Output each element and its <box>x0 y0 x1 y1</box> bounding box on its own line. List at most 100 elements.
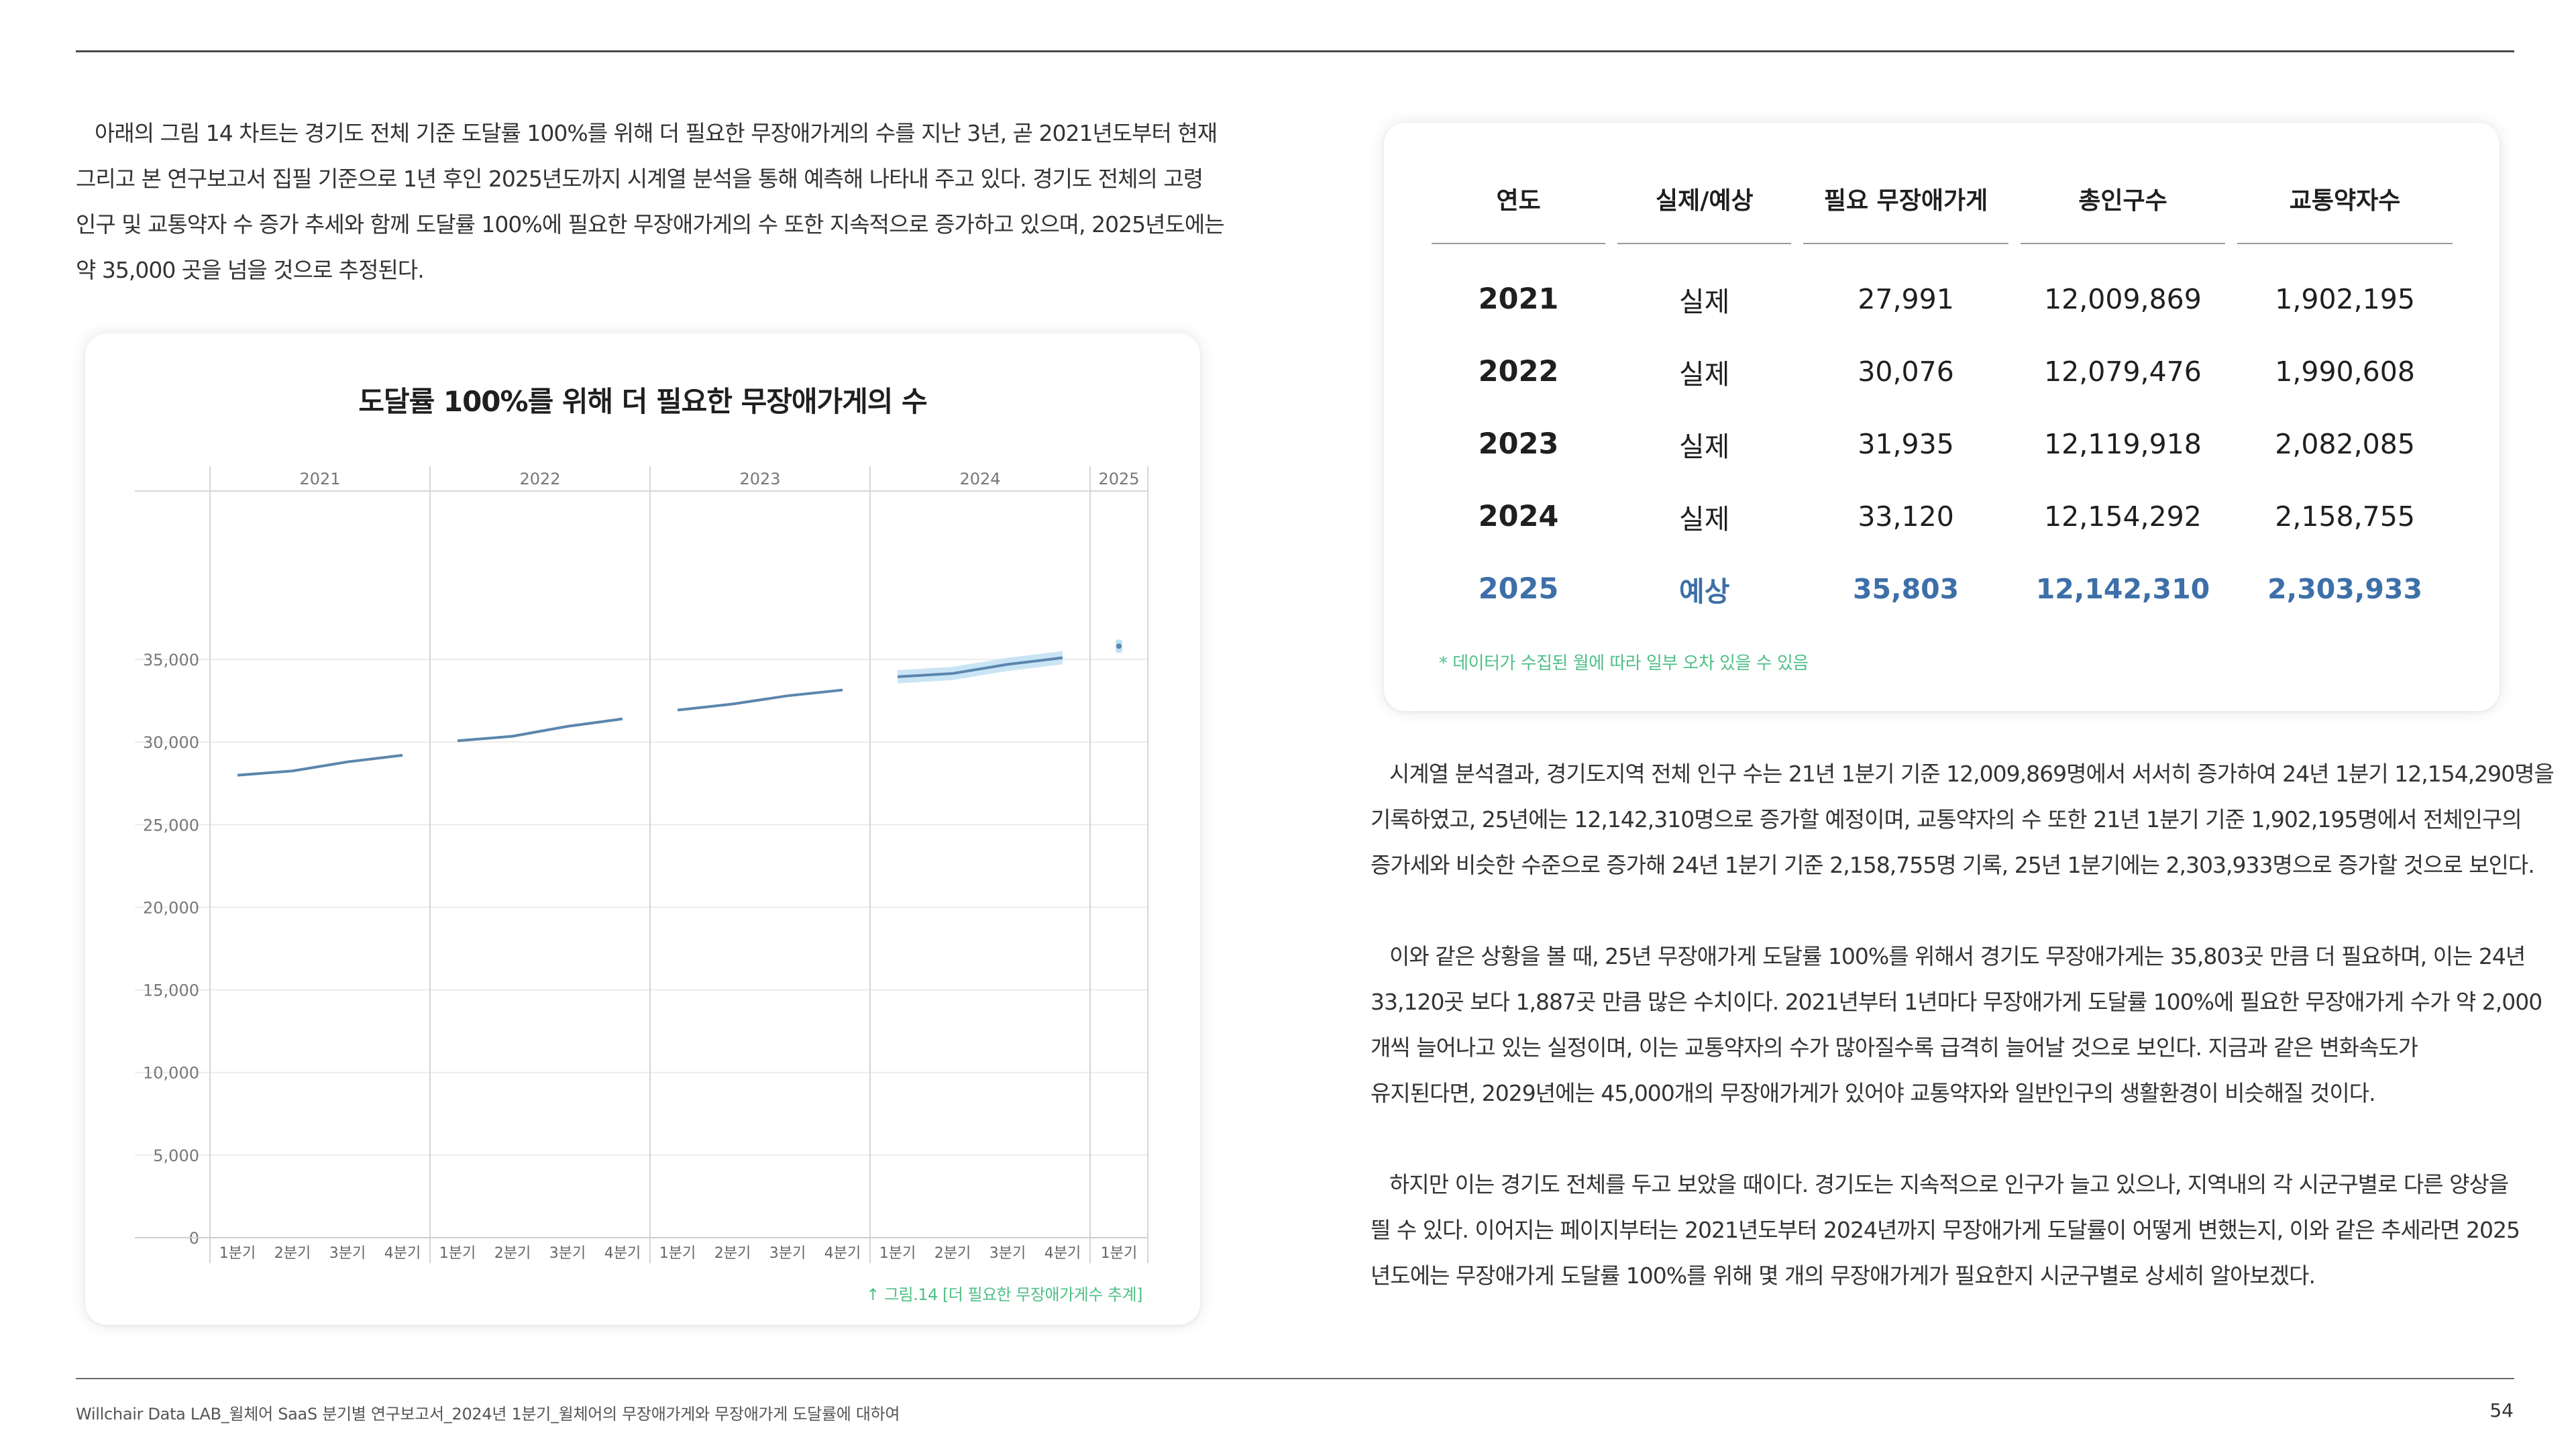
x-tick-label: 1분기 <box>219 1245 256 1262</box>
cell-population: 12,142,310 <box>2035 573 2210 605</box>
y-tick-label: 5,000 <box>153 1146 199 1165</box>
body-line: 증가세와 비슷한 수준으로 증가해 24년 1분기 기준 2,158,755명 … <box>1371 852 2535 878</box>
cell-required: 33,120 <box>1858 500 1954 533</box>
table-row: 2022 실제 30,076 12,079,476 1,990,608 <box>1426 335 2459 408</box>
intro-line: 약 35,000 곳을 넘을 것으로 추정된다. <box>76 257 425 283</box>
cell-mobility: 2,303,933 <box>2267 573 2422 605</box>
panel-year-label: 2021 <box>299 470 340 488</box>
cell-required: 31,935 <box>1858 428 1954 460</box>
x-tick-label: 3분기 <box>549 1245 586 1262</box>
cell-mobility: 1,990,608 <box>2275 356 2415 388</box>
cell-mobility: 1,902,195 <box>2275 283 2415 315</box>
header-total-population: 총인구수 <box>2014 162 2232 252</box>
paragraph-gap <box>1371 888 2518 934</box>
body-line: 유지된다면, 2029년에는 45,000개의 무장애가게가 있어야 교통약자와… <box>1371 1080 2376 1106</box>
page-number: 54 <box>2489 1399 2514 1421</box>
table-note: * 데이터가 수집된 월에 따라 일부 오차 있을 수 있음 <box>1439 653 1809 674</box>
x-tick-label: 1분기 <box>879 1245 916 1262</box>
y-tick-label: 30,000 <box>143 733 199 752</box>
intro-line: 그리고 본 연구보고서 집필 기준으로 1년 후인 2025년도까지 시계열 분… <box>76 166 1203 192</box>
cell-type: 실제 <box>1679 503 1730 535</box>
x-tick-label: 4분기 <box>1044 1245 1081 1262</box>
series-line-2023 <box>677 688 843 712</box>
x-tick-label: 1분기 <box>439 1245 476 1262</box>
cell-required: 35,803 <box>1852 573 1960 605</box>
series-point-2025 <box>1116 643 1122 649</box>
y-tick-label: 15,000 <box>143 981 199 1000</box>
y-tick-label: 25,000 <box>143 816 199 835</box>
series-line-2021 <box>237 753 403 777</box>
header-year: 연도 <box>1426 162 1612 252</box>
x-tick-label: 2분기 <box>274 1245 311 1262</box>
header-actual-forecast: 실제/예상 <box>1611 162 1798 252</box>
x-tick-label: 4분기 <box>604 1245 641 1262</box>
analysis-text: 시계열 분석결과, 경기도지역 전체 인구 수는 21년 1분기 기준 12,0… <box>1371 751 2555 1299</box>
body-line: 기록하였고, 25년에는 12,142,310명으로 증가할 예정이며, 교통약… <box>1371 806 2522 833</box>
cell-year: 2021 <box>1478 282 1559 316</box>
bottom-rule <box>76 1378 2514 1379</box>
cell-year: 2024 <box>1478 500 1559 533</box>
x-tick-label: 2분기 <box>934 1245 971 1262</box>
x-tick-label: 1분기 <box>1101 1245 1137 1262</box>
intro-line: 인구 및 교통약자 수 증가 추세와 함께 도달률 100%에 필요한 무장애가… <box>76 211 1225 237</box>
paragraph-gap <box>1371 1116 2518 1162</box>
table-row: 2021 실제 27,991 12,009,869 1,902,195 <box>1426 252 2459 335</box>
table-header-row: 연도 실제/예상 필요 무장애가게 총인구수 교통약자수 <box>1426 162 2459 252</box>
cell-type: 실제 <box>1679 431 1730 463</box>
cell-mobility: 2,158,755 <box>2275 500 2415 533</box>
table-row-forecast: 2025 예상 35,803 12,142,310 2,303,933 <box>1426 553 2459 625</box>
y-tick-label: 20,000 <box>143 898 199 917</box>
arrow-up-icon: ↑ <box>866 1285 879 1304</box>
line-chart: 05,00010,00015,00020,00025,00030,00035,0… <box>135 466 1148 1263</box>
table-row: 2023 실제 31,935 12,119,918 2,082,085 <box>1426 408 2459 480</box>
x-tick-label: 2분기 <box>714 1245 751 1262</box>
cell-type: 실제 <box>1679 358 1730 390</box>
body-line: 하지만 이는 경기도 전체를 두고 보았을 때이다. 경기도는 지속적으로 인구… <box>1389 1171 2509 1197</box>
data-table: 연도 실제/예상 필요 무장애가게 총인구수 교통약자수 2021 실제 27,… <box>1426 162 2459 625</box>
intro-line: 아래의 그림 14 차트는 경기도 전체 기준 도달률 100%를 위해 더 필… <box>95 120 1218 146</box>
cell-year: 2022 <box>1478 355 1559 388</box>
panel-year-label: 2025 <box>1098 470 1139 488</box>
chart-caption: ↑ 그림.14 [더 필요한 무장애가게수 추계] <box>866 1281 1142 1305</box>
top-rule <box>76 50 2514 52</box>
x-tick-label: 2분기 <box>494 1245 531 1262</box>
body-line: 년도에는 무장애가게 도달률 100%를 위해 몇 개의 무장애가게가 필요한지… <box>1371 1263 2316 1289</box>
cell-year: 2023 <box>1478 427 1559 461</box>
cell-required: 30,076 <box>1858 356 1954 388</box>
chart-title: 도달률 100%를 위해 더 필요한 무장애가게의 수 <box>358 385 927 418</box>
header-mobility-impaired: 교통약자수 <box>2231 162 2459 252</box>
cell-population: 12,154,292 <box>2044 500 2202 533</box>
table-card: 연도 실제/예상 필요 무장애가게 총인구수 교통약자수 2021 실제 27,… <box>1384 123 2500 711</box>
body-line: 띌 수 있다. 이어지는 페이지부터는 2021년도부터 2024년까지 무장애… <box>1371 1217 2520 1243</box>
cell-population: 12,079,476 <box>2044 356 2202 388</box>
footer-text: Willchair Data LAB_윌체어 SaaS 분기별 연구보고서_20… <box>76 1405 900 1424</box>
cell-population: 12,119,918 <box>2044 428 2202 460</box>
series-line-2022 <box>457 717 623 743</box>
x-tick-label: 1분기 <box>659 1245 696 1262</box>
x-tick-label: 3분기 <box>329 1245 366 1262</box>
cell-mobility: 2,082,085 <box>2275 428 2415 460</box>
series-line-2024 <box>897 656 1063 678</box>
x-tick-label: 4분기 <box>384 1245 421 1262</box>
body-line: 시계열 분석결과, 경기도지역 전체 인구 수는 21년 1분기 기준 12,0… <box>1389 761 2555 787</box>
panel-year-label: 2023 <box>739 470 780 488</box>
y-tick-label: 35,000 <box>143 651 199 669</box>
header-required-stores: 필요 무장애가게 <box>1797 162 2015 252</box>
intro-paragraph: 아래의 그림 14 차트는 경기도 전체 기준 도달률 100%를 위해 더 필… <box>76 111 1225 293</box>
panel-year-label: 2022 <box>519 470 560 488</box>
forecast-band-2024 <box>898 651 1063 684</box>
x-tick-label: 4분기 <box>824 1245 861 1262</box>
y-tick-label: 10,000 <box>143 1064 199 1083</box>
body-line: 이와 같은 상황을 볼 때, 25년 무장애가게 도달률 100%를 위해서 경… <box>1389 943 2526 969</box>
x-tick-label: 3분기 <box>769 1245 806 1262</box>
table-row: 2024 실제 33,120 12,154,292 2,158,755 <box>1426 480 2459 553</box>
cell-type: 실제 <box>1679 286 1730 318</box>
body-line: 개씩 늘어나고 있는 실정이며, 이는 교통약자의 수가 많아질수록 급격히 늘… <box>1371 1034 2418 1061</box>
cell-type: 예상 <box>1679 576 1730 608</box>
panel-year-label: 2024 <box>959 470 1000 488</box>
cell-population: 12,009,869 <box>2044 283 2202 315</box>
cell-required: 27,991 <box>1858 283 1954 315</box>
chart-card: 도달률 100%를 위해 더 필요한 무장애가게의 수 05,00010,000… <box>85 333 1200 1325</box>
chart-caption-text: 그림.14 [더 필요한 무장애가게수 추계] <box>883 1285 1143 1304</box>
cell-year: 2025 <box>1478 572 1559 606</box>
